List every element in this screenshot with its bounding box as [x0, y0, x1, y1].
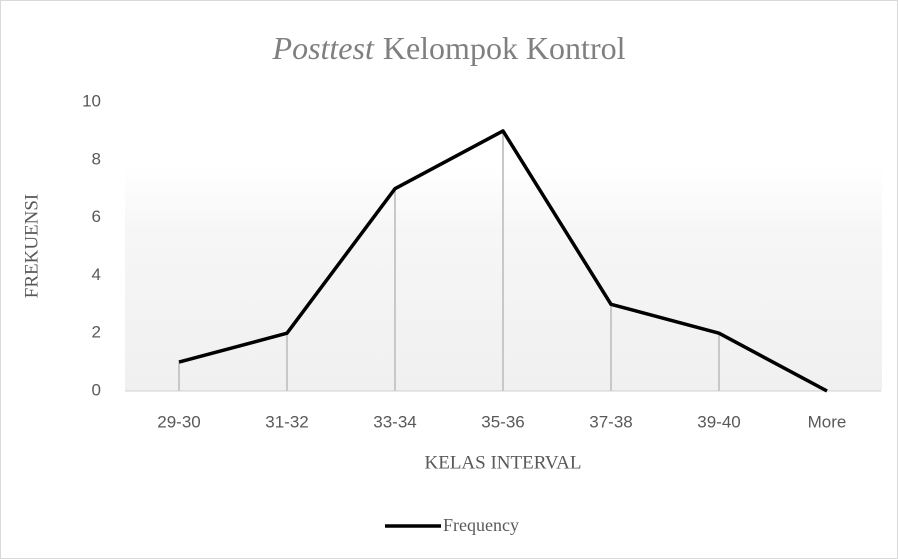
x-tick-label: More — [808, 412, 847, 431]
series-line — [178, 129, 828, 393]
x-tick-label: 29-30 — [157, 412, 200, 431]
y-axis-title: FREKUENSI — [21, 194, 42, 299]
y-tick-label: 8 — [92, 149, 101, 168]
legend-label: Frequency — [443, 515, 519, 535]
y-tick-label: 2 — [92, 323, 101, 342]
y-tick-label: 4 — [92, 265, 101, 284]
x-axis-title: KELAS INTERVAL — [425, 452, 582, 473]
y-tick-label: 6 — [92, 207, 101, 226]
y-tick-label: 0 — [92, 380, 101, 399]
x-tick-label: 33-34 — [373, 412, 416, 431]
x-tick-label: 35-36 — [481, 412, 524, 431]
title-rest: Kelompok Kontrol — [383, 30, 626, 66]
x-tick-label: 31-32 — [265, 412, 308, 431]
x-tick-label: 37-38 — [589, 412, 632, 431]
chart-title: Posttest Kelompok Kontrol — [272, 30, 626, 66]
y-tick-label: 10 — [82, 91, 101, 110]
title-italic: Posttest — [272, 30, 375, 66]
x-tick-label: 39-40 — [697, 412, 740, 431]
